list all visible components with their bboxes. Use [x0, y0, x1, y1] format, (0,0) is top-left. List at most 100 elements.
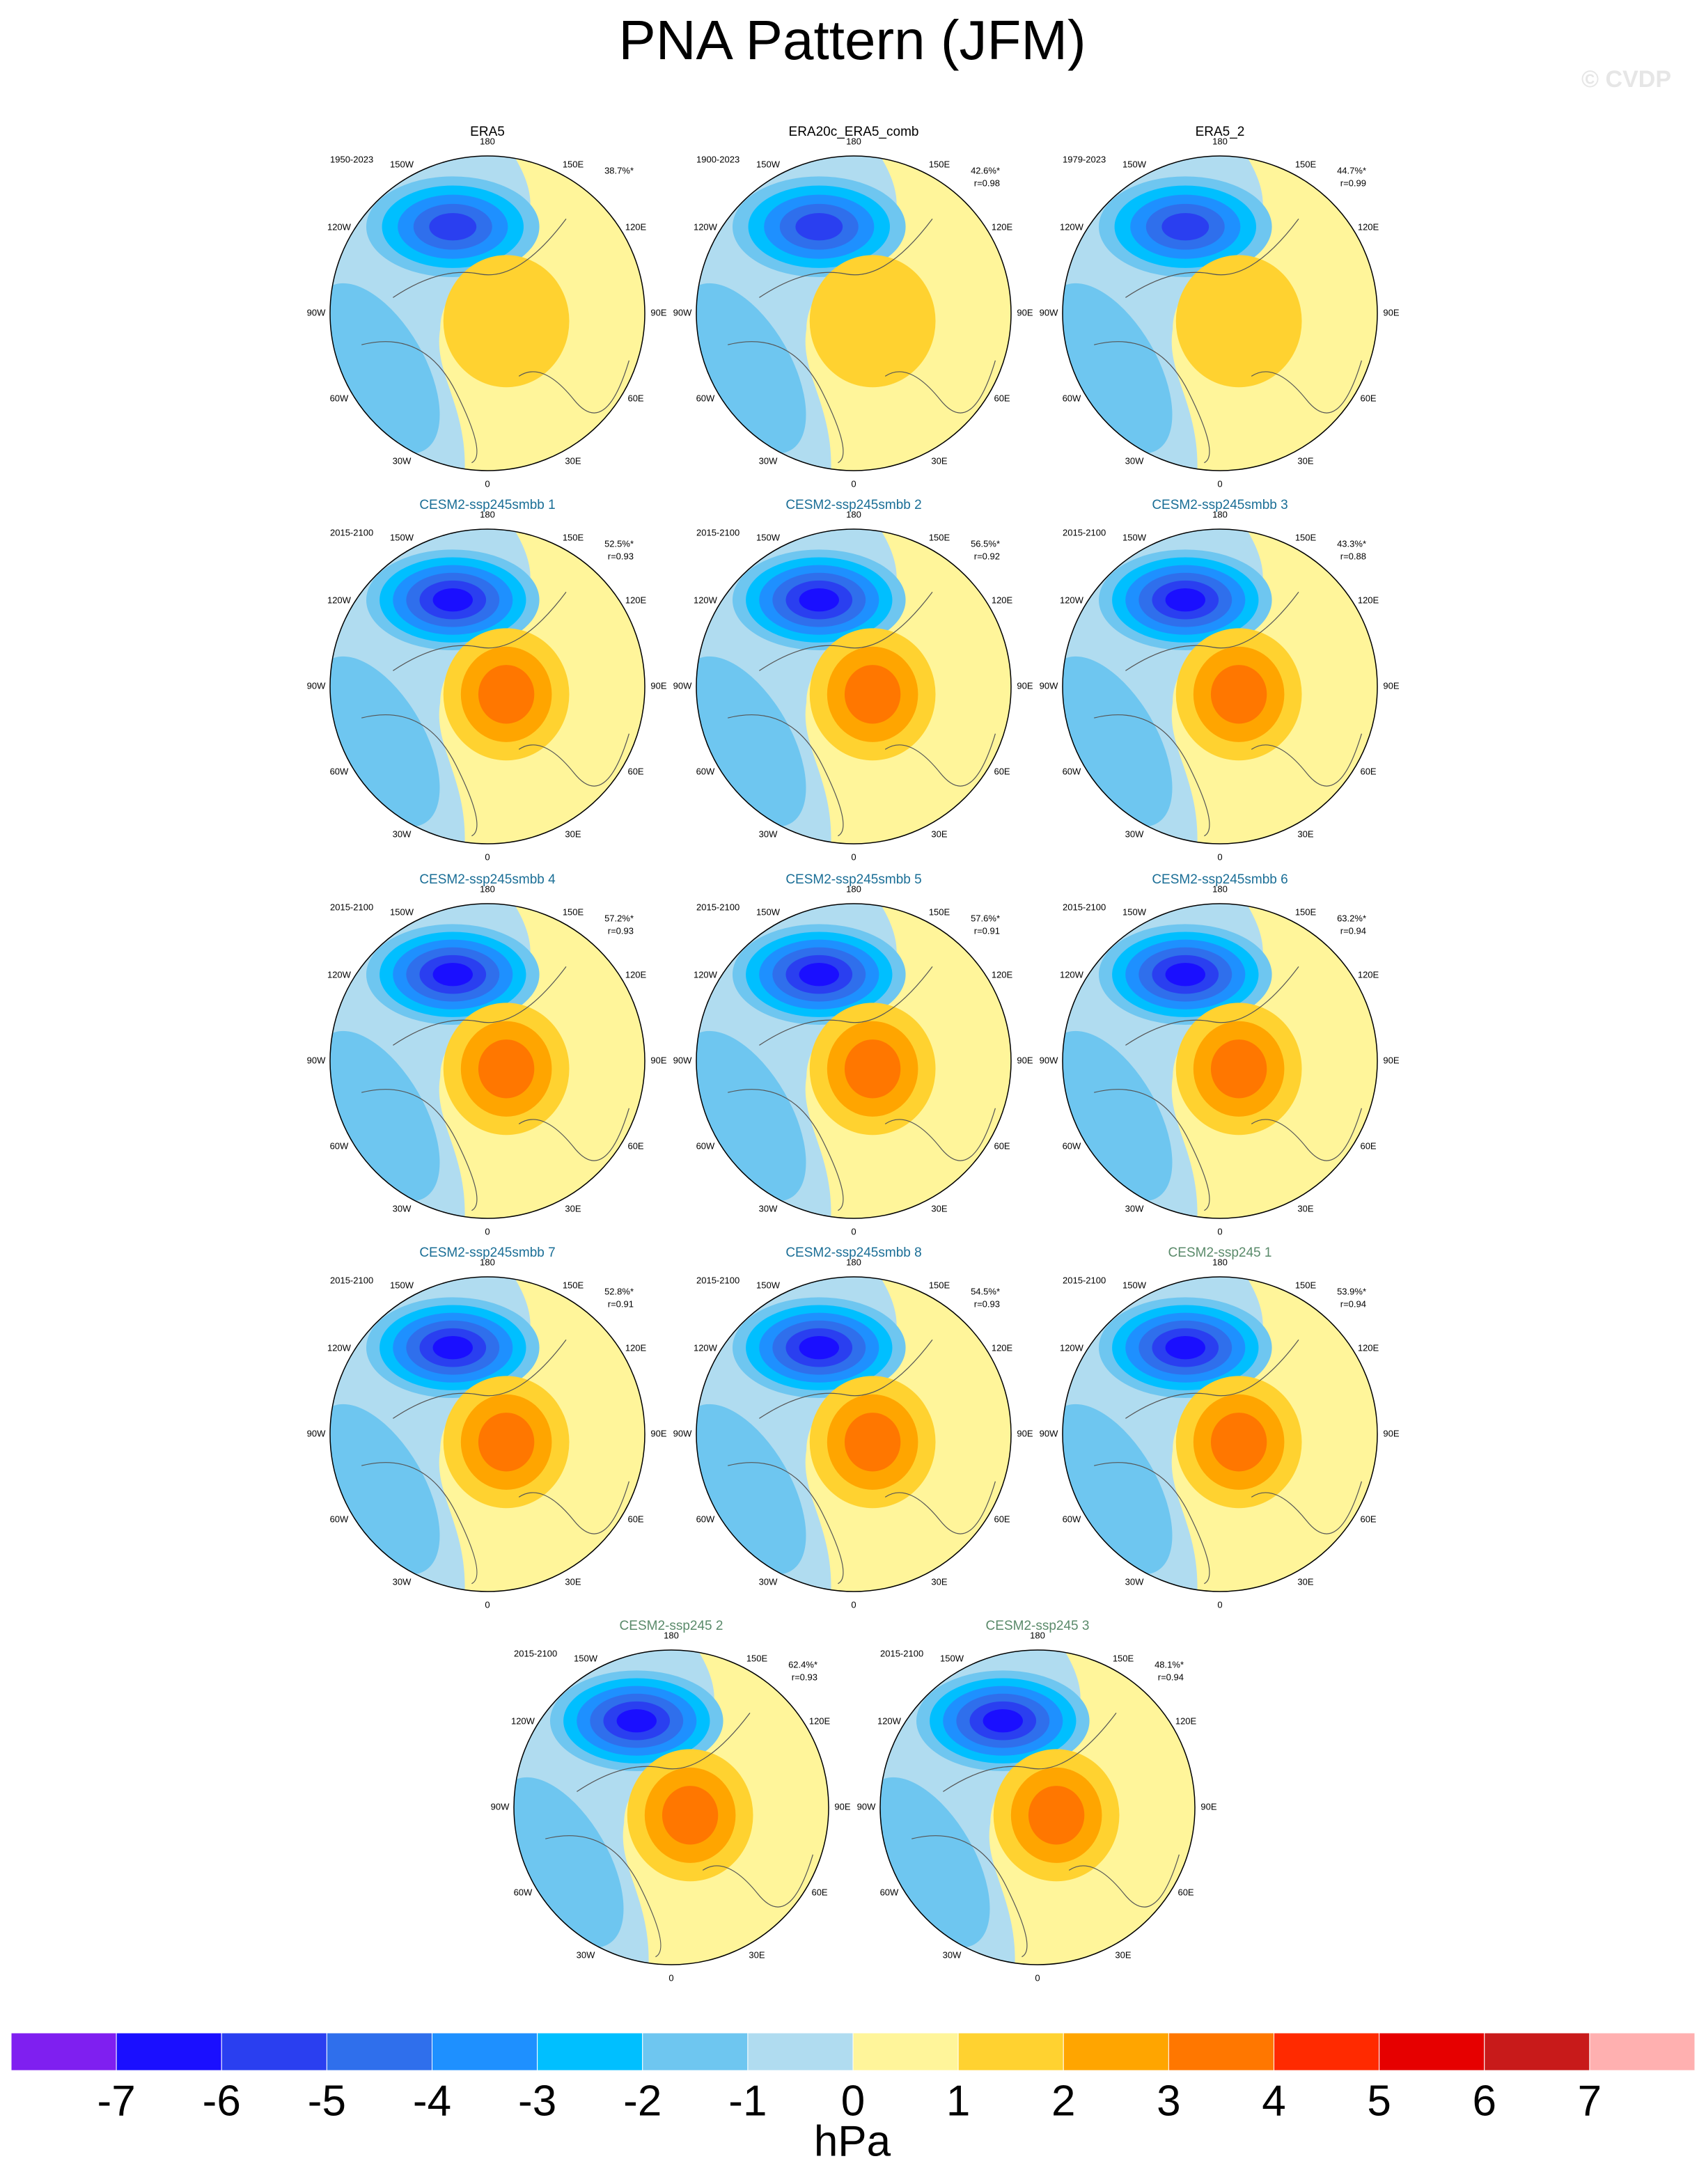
- longitude-label: 150E: [929, 532, 950, 542]
- colorbar-tick-label: 3: [1157, 2077, 1180, 2125]
- coastline: [728, 592, 996, 837]
- longitude-label: 60W: [696, 393, 715, 403]
- longitude-label: 180: [846, 1257, 861, 1267]
- longitude-label: 60W: [696, 1514, 715, 1524]
- map-border: [696, 155, 1012, 471]
- longitude-label: 90W: [673, 1055, 692, 1065]
- longitude-label: 30E: [931, 455, 947, 466]
- variance-label: 43.3%*: [1337, 538, 1366, 549]
- positive-contour: [1210, 1413, 1267, 1472]
- longitude-label: 60W: [880, 1887, 899, 1897]
- longitude-label: 120W: [694, 221, 718, 232]
- period-label: 2015-2100: [880, 1648, 923, 1658]
- colorbar-tick-label: 1: [946, 2077, 970, 2125]
- longitude-label: 0: [851, 851, 856, 862]
- panel-title: CESM2-ssp245 2: [620, 1619, 723, 1633]
- colorbar-tick-label: 2: [1051, 2077, 1075, 2125]
- longitude-label: 150W: [756, 532, 781, 542]
- coastline: [361, 966, 629, 1211]
- longitude-label: 60E: [627, 393, 643, 403]
- longitude-label: 180: [846, 883, 861, 894]
- map-panel: CESM2-ssp245smbb 7 2015-2100 52.8%* r=0.91 1…: [307, 1246, 667, 1610]
- map-border: [329, 528, 645, 844]
- longitude-label: 120E: [625, 969, 647, 980]
- period-label: 2015-2100: [330, 527, 373, 537]
- period-label: 2015-2100: [330, 1275, 373, 1285]
- map-field: [330, 904, 645, 1218]
- variance-label: 52.5%*: [604, 538, 634, 549]
- longitude-label: 120E: [625, 1342, 647, 1353]
- longitude-label: 60E: [994, 766, 1010, 776]
- longitude-label: 30E: [565, 828, 581, 839]
- map-field: [696, 1277, 1011, 1592]
- longitude-label: 60W: [1063, 393, 1081, 403]
- longitude-label: 120W: [1060, 221, 1084, 232]
- negative-contour: [799, 1336, 839, 1360]
- map-border: [1062, 903, 1378, 1219]
- map-field: [1063, 156, 1377, 471]
- longitude-label: 60E: [1177, 1887, 1194, 1897]
- longitude-label: 60E: [627, 1140, 643, 1151]
- longitude-label: 180: [664, 1630, 679, 1640]
- period-label: 2015-2100: [696, 1275, 739, 1285]
- longitude-label: 60W: [330, 766, 349, 776]
- longitude-label: 60W: [330, 393, 349, 403]
- longitude-label: 180: [1212, 883, 1228, 894]
- panel-title: ERA20c_ERA5_comb: [789, 125, 919, 139]
- colorbar-box: [1484, 2032, 1590, 2071]
- longitude-label: 60E: [1360, 766, 1376, 776]
- negative-contour: [1165, 588, 1205, 612]
- longitude-label: 120E: [992, 1342, 1013, 1353]
- longitude-label: 30W: [393, 1203, 412, 1213]
- correlation-label: r=0.93: [608, 551, 634, 561]
- longitude-label: 90W: [1040, 307, 1058, 317]
- longitude-label: 120E: [992, 221, 1013, 232]
- panel-title: CESM2-ssp245smbb 6: [1152, 872, 1288, 887]
- positive-contour: [1210, 665, 1267, 724]
- longitude-label: 0: [1217, 1226, 1222, 1236]
- colorbar-tick-label: 4: [1262, 2077, 1285, 2125]
- longitude-label: 180: [1212, 509, 1228, 519]
- longitude-label: 0: [485, 851, 490, 862]
- longitude-label: 90E: [1200, 1801, 1216, 1812]
- negative-band: [330, 1030, 440, 1202]
- negative-contour: [1165, 963, 1205, 987]
- longitude-label: 60W: [1063, 1514, 1081, 1524]
- negative-contour: [429, 212, 477, 241]
- colorbar-box: [642, 2032, 749, 2071]
- longitude-label: 90E: [834, 1801, 850, 1812]
- longitude-label: 150W: [574, 1653, 598, 1663]
- correlation-label: r=0.91: [608, 1298, 634, 1309]
- colorbar-box: [747, 2032, 854, 2071]
- coastline: [361, 219, 629, 464]
- positive-contour: [809, 255, 936, 388]
- positive-contour: [478, 1039, 535, 1099]
- period-label: 2015-2100: [1063, 1275, 1106, 1285]
- correlation-label: r=0.98: [974, 178, 1000, 188]
- map-border: [329, 155, 645, 471]
- longitude-label: 30E: [931, 1576, 947, 1587]
- map-panel: CESM2-ssp245smbb 5 2015-2100 57.6%* r=0.91 1…: [673, 872, 1033, 1236]
- variance-label: 52.8%*: [604, 1286, 634, 1296]
- panel-title: CESM2-ssp245smbb 2: [785, 498, 921, 512]
- map-field: [1063, 1277, 1377, 1592]
- longitude-label: 180: [480, 136, 495, 146]
- longitude-label: 90W: [491, 1801, 510, 1812]
- negative-contour: [432, 588, 473, 612]
- longitude-label: 60E: [627, 1514, 643, 1524]
- longitude-label: 90E: [650, 307, 666, 317]
- longitude-label: 120E: [992, 969, 1013, 980]
- negative-band: [696, 283, 806, 454]
- longitude-label: 90W: [1040, 680, 1058, 691]
- correlation-label: r=0.91: [974, 925, 1000, 936]
- longitude-label: 180: [846, 136, 861, 146]
- longitude-label: 180: [1030, 1630, 1045, 1640]
- colorbar-box: [1274, 2032, 1380, 2071]
- longitude-label: 60W: [1063, 1140, 1081, 1151]
- variance-label: 57.6%*: [971, 913, 1000, 923]
- longitude-label: 30W: [1125, 1203, 1144, 1213]
- colorbar-tick-label: -7: [97, 2077, 136, 2125]
- positive-contour: [478, 1413, 535, 1472]
- longitude-label: 90W: [307, 1428, 326, 1438]
- colorbar-box: [221, 2032, 327, 2071]
